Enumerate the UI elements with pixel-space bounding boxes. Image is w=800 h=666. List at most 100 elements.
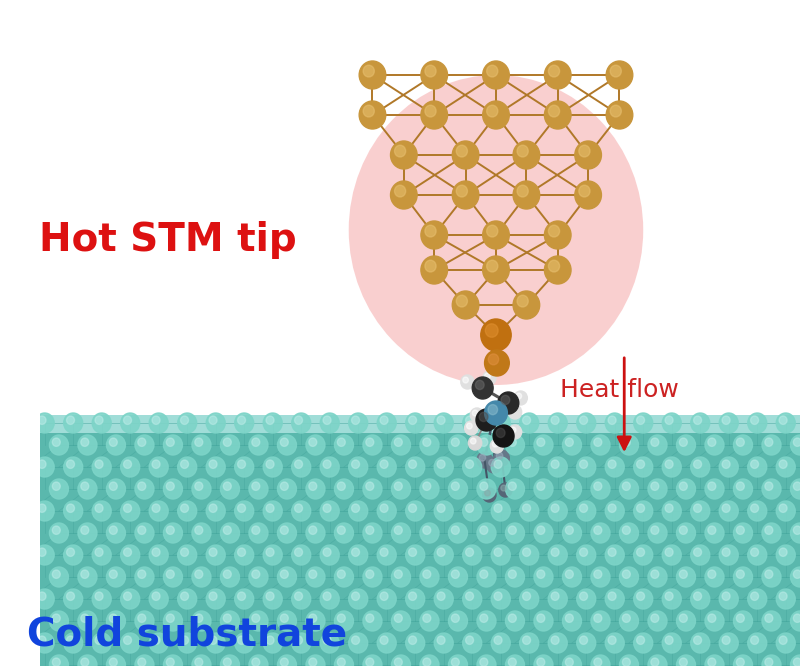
Circle shape — [548, 457, 567, 477]
Circle shape — [106, 611, 126, 631]
Circle shape — [64, 545, 82, 565]
Circle shape — [708, 658, 716, 666]
Circle shape — [679, 658, 687, 666]
Circle shape — [679, 438, 687, 446]
Circle shape — [50, 655, 69, 666]
Circle shape — [482, 256, 510, 284]
Circle shape — [166, 570, 174, 578]
Circle shape — [794, 526, 800, 534]
Circle shape — [294, 592, 302, 601]
Circle shape — [477, 655, 496, 666]
Circle shape — [634, 501, 653, 521]
Circle shape — [722, 592, 730, 601]
Circle shape — [451, 482, 459, 490]
Circle shape — [634, 413, 653, 433]
Circle shape — [95, 460, 103, 468]
Circle shape — [579, 416, 587, 424]
Circle shape — [123, 592, 131, 601]
Circle shape — [35, 633, 54, 653]
Circle shape — [195, 438, 202, 446]
Circle shape — [166, 482, 174, 490]
Circle shape — [494, 416, 502, 424]
Circle shape — [110, 614, 118, 623]
Circle shape — [591, 435, 610, 455]
Circle shape — [449, 479, 467, 499]
Circle shape — [351, 548, 359, 556]
Circle shape — [359, 61, 386, 89]
Circle shape — [323, 504, 331, 512]
Circle shape — [309, 438, 317, 446]
Circle shape — [278, 567, 297, 587]
Circle shape — [480, 614, 488, 623]
Circle shape — [378, 633, 396, 653]
Circle shape — [462, 413, 482, 433]
Circle shape — [551, 592, 559, 601]
Circle shape — [480, 658, 488, 666]
Circle shape — [705, 479, 724, 499]
Circle shape — [50, 479, 69, 499]
Circle shape — [449, 655, 467, 666]
Circle shape — [665, 592, 673, 601]
Circle shape — [121, 545, 140, 565]
Circle shape — [622, 658, 630, 666]
Circle shape — [406, 633, 425, 653]
Circle shape — [351, 416, 359, 424]
Circle shape — [409, 416, 417, 424]
Circle shape — [608, 416, 616, 424]
Circle shape — [651, 658, 659, 666]
Circle shape — [92, 413, 111, 433]
Circle shape — [121, 501, 140, 521]
Circle shape — [736, 614, 744, 623]
Circle shape — [577, 457, 596, 477]
Circle shape — [722, 504, 730, 512]
Circle shape — [494, 450, 510, 466]
Circle shape — [266, 460, 274, 468]
Circle shape — [92, 457, 111, 477]
Circle shape — [338, 658, 346, 666]
Circle shape — [750, 504, 758, 512]
Circle shape — [349, 413, 368, 433]
Circle shape — [209, 592, 217, 601]
Circle shape — [748, 545, 766, 565]
Circle shape — [665, 636, 673, 645]
Circle shape — [278, 435, 297, 455]
Circle shape — [123, 460, 131, 468]
Circle shape — [66, 460, 74, 468]
Circle shape — [486, 105, 498, 117]
Circle shape — [608, 460, 616, 468]
Circle shape — [651, 614, 659, 623]
Circle shape — [278, 611, 297, 631]
Circle shape — [606, 413, 624, 433]
Circle shape — [491, 545, 510, 565]
Circle shape — [292, 545, 310, 565]
Circle shape — [294, 504, 302, 512]
Circle shape — [662, 545, 682, 565]
Circle shape — [779, 416, 787, 424]
Circle shape — [221, 523, 239, 543]
Circle shape — [394, 482, 402, 490]
Circle shape — [425, 260, 436, 272]
Circle shape — [545, 101, 571, 129]
Circle shape — [292, 413, 310, 433]
Circle shape — [619, 435, 638, 455]
Circle shape — [608, 504, 616, 512]
Circle shape — [481, 319, 511, 351]
Circle shape — [320, 545, 339, 565]
Circle shape — [762, 479, 781, 499]
Circle shape — [677, 435, 695, 455]
Circle shape — [513, 141, 540, 169]
Circle shape — [485, 350, 510, 376]
Circle shape — [708, 614, 716, 623]
Circle shape — [579, 548, 587, 556]
Circle shape — [591, 655, 610, 666]
Circle shape — [648, 523, 667, 543]
Circle shape — [494, 504, 502, 512]
Circle shape — [508, 614, 516, 623]
Circle shape — [750, 416, 758, 424]
Circle shape — [366, 526, 374, 534]
Circle shape — [38, 504, 46, 512]
Circle shape — [106, 479, 126, 499]
Circle shape — [790, 523, 800, 543]
Circle shape — [608, 592, 616, 601]
Circle shape — [762, 435, 781, 455]
